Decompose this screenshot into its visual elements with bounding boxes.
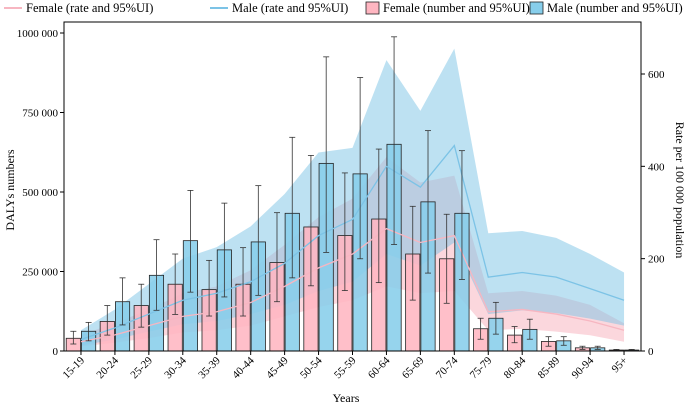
x-tick-label: 35-39 [196, 354, 223, 381]
legend-item: Male (rate and 95%UI) [210, 1, 348, 15]
y-axis-left-title: DALYs numbers [3, 149, 17, 230]
male-error-bar [526, 318, 533, 340]
x-tick-label: 55-59 [332, 354, 359, 381]
male-error-bar [492, 301, 499, 335]
male-rate-line [80, 144, 625, 341]
female-error-bar [511, 326, 518, 344]
x-tick-label: 65-69 [400, 354, 427, 381]
male-error-bar [323, 56, 330, 253]
x-tick-label: 20-24 [94, 354, 121, 381]
legend-box-swatch [529, 1, 544, 15]
x-tick-label: 85-89 [536, 354, 563, 381]
y-left-tick-label: 250 000 [22, 267, 58, 279]
male-error-bar [85, 321, 92, 342]
legend-item: Female (rate and 95%UI) [4, 1, 153, 15]
x-tick-label: 40-44 [230, 354, 257, 381]
female-rate-line [80, 227, 625, 343]
male-error-bar [357, 77, 364, 260]
x-tick-label: 50-54 [298, 354, 325, 381]
y-left-tick-label: 0 [53, 346, 59, 358]
female-error-bar [409, 205, 416, 301]
x-tick-label: 70-74 [434, 354, 461, 381]
female-error-bar [70, 330, 77, 345]
y-left-tick-label: 750 000 [22, 108, 58, 120]
female-error-bar [579, 345, 586, 350]
male-error-bar [560, 336, 567, 346]
x-tick-label: 60-64 [366, 354, 393, 381]
plot-area [65, 36, 640, 352]
legend-item: Male (number and 95%UI) [529, 1, 683, 15]
male-error-bar [289, 136, 296, 279]
x-tick-label: 75-79 [468, 354, 495, 381]
y-axis-right-title: Rate per 100 000 population [673, 122, 685, 259]
female-error-bar [443, 213, 450, 304]
male-error-bar [187, 190, 194, 293]
female-error-bar [206, 259, 213, 317]
male-rate-band [80, 48, 625, 346]
legend-label: Male (number and 95%UI) [547, 1, 683, 15]
y-right-tick-label: 0 [648, 346, 654, 358]
male-error-bar [221, 202, 228, 298]
male-error-bar [391, 36, 398, 245]
y-right-tick-label: 200 [648, 254, 665, 266]
male-error-bar [458, 150, 465, 280]
y-left-tick-label: 500 000 [22, 187, 58, 199]
female-error-bar [375, 148, 382, 284]
female-error-bar [240, 247, 247, 317]
legend-item: Female (number and 95%UI) [365, 1, 530, 15]
female-error-bar [477, 317, 484, 340]
male-error-bar [594, 345, 601, 350]
legend-label: Male (rate and 95%UI) [232, 1, 348, 15]
legend-label: Female (number and 95%UI) [383, 1, 530, 15]
female-error-bar [307, 155, 314, 287]
female-error-bar [138, 283, 145, 328]
legend-box-swatch [365, 1, 380, 15]
y-right-tick-label: 400 [648, 161, 665, 173]
x-axis-title: Years [333, 391, 360, 405]
x-tick-label: 95+ [609, 355, 630, 376]
male-error-bar [119, 277, 126, 326]
female-error-bar [273, 212, 280, 303]
x-tick-label: 25-29 [128, 354, 155, 381]
x-tick-label: 30-34 [162, 354, 189, 381]
y-left-tick-label: 1000 000 [17, 28, 59, 40]
y-right-tick-label: 600 [648, 69, 665, 81]
female-error-bar [104, 305, 111, 336]
legend: Female (rate and 95%UI) Male (rate and 95… [4, 1, 683, 15]
male-error-bar [153, 239, 160, 311]
female-error-bar [545, 336, 552, 347]
x-tick-label: 45-49 [264, 354, 291, 381]
male-error-bar [255, 185, 262, 296]
x-tick-label: 80-84 [502, 354, 529, 381]
female-error-bar [172, 253, 179, 315]
x-tick-label: 15-19 [60, 354, 87, 381]
legend-label: Female (rate and 95%UI) [26, 1, 153, 15]
male-error-bar [425, 130, 432, 274]
female-error-bar [341, 172, 348, 291]
x-tick-label: 90-94 [570, 354, 597, 381]
